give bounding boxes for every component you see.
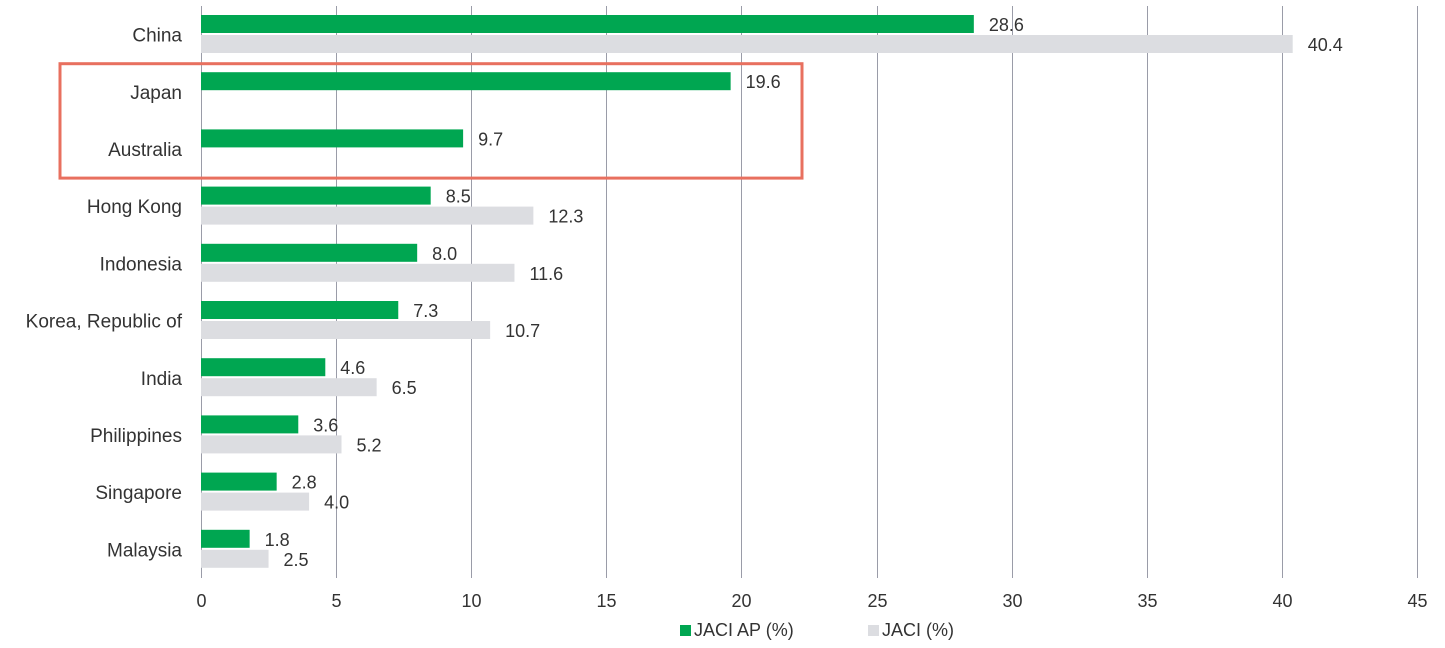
- bar: [201, 529, 250, 548]
- category-label: India: [141, 369, 183, 390]
- bar: [201, 549, 269, 568]
- data-label: 4.0: [324, 493, 349, 513]
- data-label: 12.3: [548, 207, 583, 227]
- x-tick-label: 0: [196, 591, 206, 611]
- data-label: 19.6: [746, 72, 781, 92]
- bar: [201, 492, 310, 511]
- category-label: Japan: [130, 83, 182, 104]
- category-label: Philippines: [90, 426, 182, 447]
- data-label: 1.8: [265, 530, 290, 550]
- bar: [201, 435, 342, 454]
- grid-lines: [201, 6, 1418, 578]
- data-label: 11.6: [529, 264, 563, 284]
- bar: [201, 186, 431, 205]
- data-label: 40.4: [1308, 35, 1343, 55]
- bar: [201, 15, 974, 33]
- category-label: Australia: [108, 140, 182, 161]
- data-label: 10.7: [505, 321, 540, 341]
- bar: [201, 35, 1293, 53]
- bar: [201, 378, 377, 397]
- x-tick-labels: 0 5 10 15 20 25 30 35 40 45: [196, 591, 1427, 611]
- data-label: 9.7: [478, 129, 503, 149]
- x-tick-label: 35: [1137, 591, 1157, 611]
- legend-label: JACI (%): [882, 620, 954, 640]
- x-tick-label: 30: [1002, 591, 1022, 611]
- highlight-rectangle: [58, 62, 804, 180]
- category-label: Singapore: [95, 483, 182, 504]
- data-label: 8.5: [446, 187, 471, 207]
- bar: [201, 129, 464, 148]
- category-label: Malaysia: [107, 540, 182, 561]
- bars: [201, 15, 1293, 568]
- category-label: Indonesia: [100, 254, 183, 275]
- data-label: 2.8: [292, 473, 317, 493]
- data-labels: 28.6 40.4 19.6 9.7 8.5 12.3 8.0 11.6 7.3 10.7 4.6 6…: [265, 15, 1343, 570]
- category-label: China: [132, 26, 182, 47]
- data-label: 3.6: [313, 415, 338, 435]
- bar: [201, 472, 277, 491]
- data-label: 2.5: [284, 550, 309, 570]
- highlight-box: [58, 62, 804, 180]
- bar: [201, 243, 418, 262]
- bar: [201, 206, 534, 225]
- bar: [201, 358, 326, 377]
- data-label: 5.2: [357, 435, 382, 455]
- bar: [201, 415, 299, 434]
- category-label: Korea, Republic of: [26, 312, 183, 333]
- data-label: 7.3: [413, 301, 438, 321]
- x-tick-label: 20: [731, 591, 751, 611]
- bar: [201, 321, 491, 339]
- data-label: 4.6: [340, 358, 365, 378]
- legend-swatch: [868, 625, 879, 636]
- bar: [201, 301, 399, 319]
- category-label: Hong Kong: [87, 197, 182, 218]
- x-tick-label: 15: [596, 591, 616, 611]
- x-tick-label: 5: [331, 591, 341, 611]
- legend-label: JACI AP (%): [694, 620, 794, 640]
- legend-swatch: [680, 625, 691, 636]
- category-labels: China Japan Australia Hong Kong Indonesia Kor…: [26, 26, 183, 562]
- bar: [201, 72, 731, 91]
- data-label: 6.5: [392, 378, 417, 398]
- x-tick-label: 45: [1407, 591, 1427, 611]
- legend: JACI AP (%) JACI (%): [680, 620, 954, 640]
- x-tick-label: 10: [461, 591, 481, 611]
- x-tick-label: 25: [867, 591, 887, 611]
- x-tick-label: 40: [1272, 591, 1292, 611]
- data-label: 8.0: [432, 244, 457, 264]
- bar: [201, 263, 515, 282]
- data-label: 28.6: [989, 15, 1024, 35]
